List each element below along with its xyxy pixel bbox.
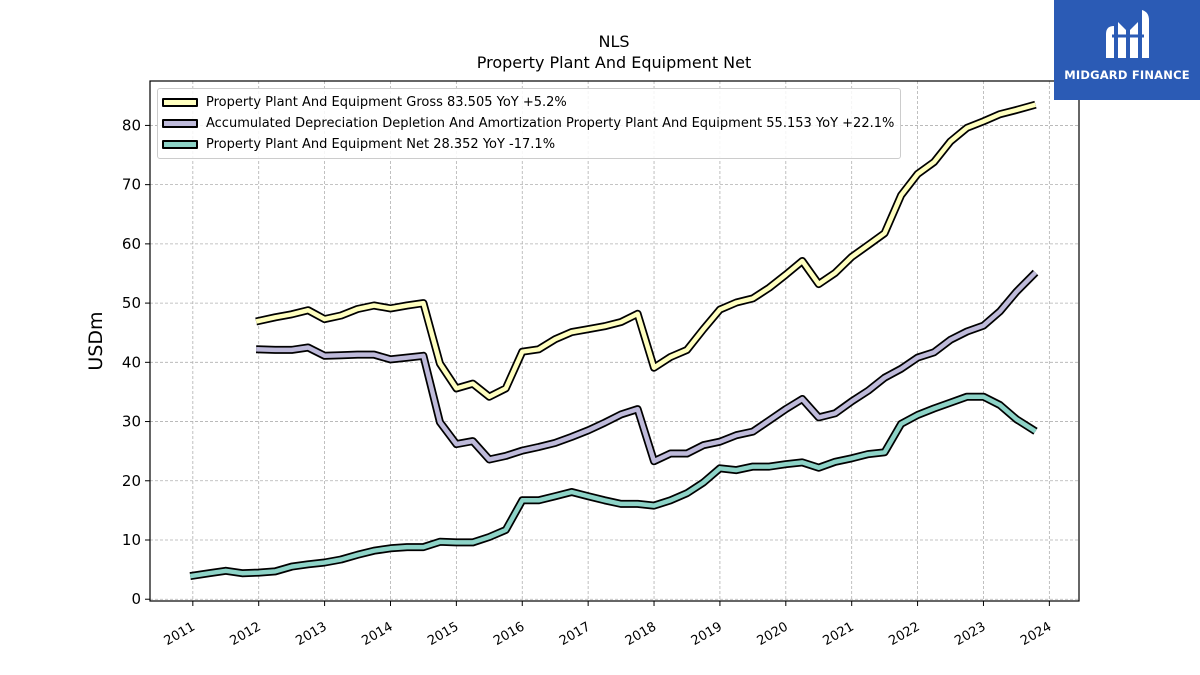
y-tick-label: 80	[122, 116, 141, 134]
x-tick-label: 2020	[755, 619, 791, 649]
y-tick-label: 20	[122, 472, 141, 490]
legend-item-gross: Property Plant And Equipment Gross 83.50…	[162, 92, 894, 113]
x-tick-label: 2018	[623, 619, 659, 649]
x-tick-label: 2021	[821, 619, 857, 649]
legend-item-depreciation: Accumulated Depreciation Depletion And A…	[162, 113, 894, 134]
y-tick-label: 50	[122, 294, 141, 312]
midgard-finance-logo: MIDGARD FINANCE	[1054, 0, 1200, 100]
legend-swatch-gross	[162, 98, 198, 107]
series-layer	[189, 100, 1039, 581]
series-line-1	[256, 271, 1038, 464]
x-tick-label: 2022	[886, 619, 922, 649]
legend-swatch-depreciation	[162, 119, 198, 128]
logo-mark-icon	[1106, 10, 1149, 58]
chart-title: NLS	[598, 32, 629, 51]
x-tick-label: 2023	[952, 619, 988, 649]
legend-item-net: Property Plant And Equipment Net 28.352 …	[162, 134, 894, 155]
chart-subtitle: Property Plant And Equipment Net	[477, 53, 752, 72]
series-outline-2	[189, 392, 1038, 581]
grid-lines	[150, 81, 1079, 601]
y-tick-label: 30	[122, 413, 141, 431]
legend-swatch-net	[162, 140, 198, 149]
y-tick-label: 10	[122, 531, 141, 549]
x-tick-label: 2017	[557, 619, 593, 649]
chart-legend: Property Plant And Equipment Gross 83.50…	[157, 88, 902, 159]
y-tick-label: 0	[131, 590, 141, 608]
y-axis-label: USDm	[85, 311, 107, 370]
x-tick-label: 2012	[228, 619, 264, 649]
series-line-0	[255, 102, 1037, 399]
logo-text: MIDGARD FINANCE	[1064, 68, 1190, 82]
y-tick-label: 60	[122, 235, 141, 253]
x-tick-label: 2011	[162, 619, 198, 649]
legend-label-net: Property Plant And Equipment Net 28.352 …	[206, 137, 556, 152]
y-tick-label: 40	[122, 353, 141, 371]
x-tick-label: 2019	[689, 619, 725, 649]
x-tick-label: 2014	[359, 619, 395, 649]
x-tick-label: 2016	[491, 619, 527, 649]
x-tick-label: 2024	[1018, 619, 1054, 649]
series-line-2	[189, 394, 1037, 579]
plot-frame	[149, 80, 1080, 602]
legend-label-depreciation: Accumulated Depreciation Depletion And A…	[206, 116, 895, 131]
x-tick-label: 2015	[425, 619, 461, 649]
y-tick-label: 70	[122, 176, 141, 194]
x-tick-label: 2013	[293, 619, 329, 649]
legend-label-gross: Property Plant And Equipment Gross 83.50…	[206, 95, 567, 110]
